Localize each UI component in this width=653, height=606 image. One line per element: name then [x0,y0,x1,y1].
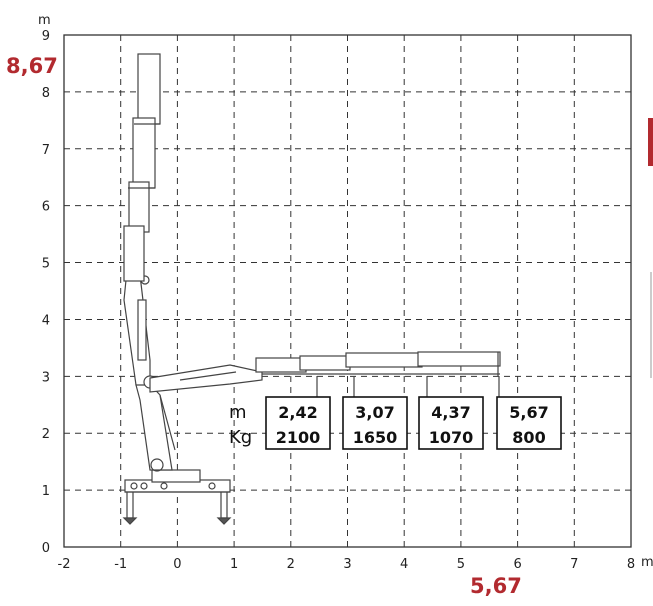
horizontal-boom [149,351,501,393]
crane-illustration [122,53,501,525]
y-tick-label: 4 [42,313,50,328]
load-reach-value: 5,67 [509,403,548,422]
y-tick-label: 3 [42,370,50,385]
load-box [418,396,484,450]
accent-side-bar [648,118,653,166]
load-weight-value: 1650 [353,428,398,447]
x-tick-label: -2 [58,557,71,572]
row-label-load: Kg [229,427,252,448]
grid [64,35,631,547]
x-tick-label: 2 [287,557,295,572]
y-tick-label: 1 [42,484,50,499]
row-label-distance: m [229,402,247,423]
load-reach-value: 4,37 [431,403,470,422]
max-height-label: 8,67 [6,54,58,78]
y-tick-label: 8 [42,86,50,101]
load-table: 2,42 2100 3,07 1650 4,37 1070 5,67 800 [265,396,562,450]
load-box [496,396,562,450]
load-weight-value: 800 [512,428,545,447]
max-reach-label: 5,67 [470,574,522,598]
y-tick-label: 7 [42,143,50,158]
load-box [342,396,408,450]
y-tick-label: 0 [42,541,50,556]
x-axis-unit: m [641,555,653,570]
x-tick-label: 5 [457,557,465,572]
x-tick-label: 8 [627,557,635,572]
x-tick-label: 6 [513,557,521,572]
x-tick-label: 0 [173,557,181,572]
x-tick-label: -1 [114,557,127,572]
load-box [265,396,331,450]
y-axis-ticks: 0 1 2 3 4 5 6 7 8 9 [42,29,50,556]
y-axis-unit: m [38,13,51,28]
vertical-extension [123,53,161,282]
x-axis-ticks: -2 -1 0 1 2 3 4 5 6 7 8 [58,557,636,572]
load-weight-value: 1070 [429,428,474,447]
load-reach-value: 3,07 [355,403,394,422]
y-tick-label: 5 [42,257,50,272]
x-tick-label: 1 [230,557,238,572]
y-tick-label: 6 [42,200,50,215]
x-tick-label: 7 [570,557,578,572]
y-tick-label: 2 [42,427,50,442]
x-tick-label: 3 [343,557,351,572]
y-tick-label: 9 [42,29,50,44]
load-reach-value: 2,42 [278,403,317,422]
load-weight-value: 2100 [276,428,321,447]
crane-column [135,379,173,471]
x-tick-label: 4 [400,557,408,572]
